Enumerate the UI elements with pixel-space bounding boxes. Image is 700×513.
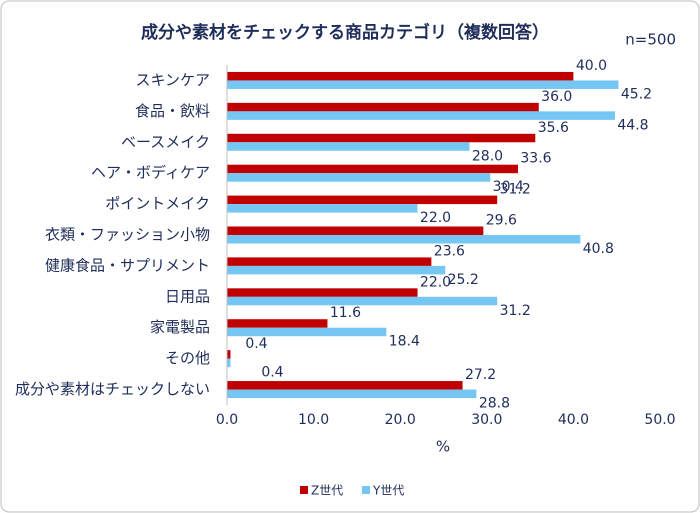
data-label: 31.2 (500, 303, 531, 319)
data-label: 44.8 (617, 117, 648, 133)
x-tick-label: 0.0 (216, 412, 238, 428)
bar (227, 111, 615, 120)
bar (227, 133, 536, 143)
x-tick-label: 30.0 (471, 412, 502, 428)
legend-swatch (300, 486, 308, 494)
category-label: その他 (165, 349, 210, 367)
bar (227, 164, 518, 174)
data-label: 35.6 (538, 120, 569, 136)
data-label: 28.0 (472, 148, 503, 164)
sample-size: n=500 (625, 31, 676, 49)
data-label: 27.2 (465, 367, 496, 383)
category-label: ヘア・ボディケア (91, 164, 210, 182)
bar (227, 195, 498, 205)
category-label: 日用品 (165, 287, 210, 305)
data-label: 23.6 (434, 243, 465, 259)
bar (227, 288, 418, 297)
legend-label: Z世代 (311, 484, 343, 498)
bar (227, 71, 574, 81)
bar (227, 142, 470, 151)
category-label: ベースメイク (121, 133, 210, 151)
category-label: 成分や素材はチェックしない (15, 380, 210, 398)
data-label: 33.6 (520, 151, 551, 167)
category-label: スキンケア (135, 71, 210, 89)
bar (227, 350, 231, 359)
x-axis-label: % (436, 438, 450, 456)
bar (227, 80, 619, 89)
category-label: 家電製品 (150, 318, 210, 336)
bar (227, 204, 418, 213)
category-label: ポイントメイク (105, 195, 210, 213)
chart-title: 成分や素材をチェックする商品カテゴリ（複数回答） (141, 22, 549, 43)
data-label: 31.2 (500, 182, 531, 198)
legend-swatch (362, 486, 370, 494)
data-label: 22.0 (420, 274, 451, 290)
legend-label: Y世代 (372, 484, 404, 498)
data-label: 11.6 (330, 305, 361, 321)
bar (227, 265, 446, 275)
x-tick-label: 50.0 (644, 412, 675, 428)
x-tick-label: 10.0 (298, 412, 329, 428)
category-label: 健康食品・サプリメント (45, 256, 210, 274)
data-label: 30.4 (493, 179, 524, 195)
category-label: 食品・飲料 (135, 102, 210, 120)
bar (227, 389, 477, 399)
data-label: 40.8 (583, 241, 614, 257)
bar (227, 381, 463, 390)
data-label: 18.4 (389, 334, 420, 350)
x-tick-label: 20.0 (385, 412, 416, 428)
data-label: 22.0 (420, 210, 451, 226)
bar (227, 173, 491, 182)
data-label: 0.4 (245, 336, 267, 352)
data-label: 28.8 (479, 396, 510, 412)
data-label: 45.2 (621, 86, 652, 102)
data-label: 29.6 (486, 213, 517, 229)
data-label: 25.2 (448, 272, 479, 288)
bar (227, 358, 231, 368)
data-label: 0.4 (261, 365, 283, 381)
bar (227, 296, 498, 306)
bar (227, 327, 387, 337)
bar (227, 257, 432, 266)
bar (227, 235, 581, 244)
bar (227, 226, 484, 235)
category-label: 衣類・ファッション小物 (45, 226, 210, 244)
data-label: 40.0 (576, 58, 607, 74)
bar (227, 102, 539, 112)
data-label: 36.0 (541, 89, 572, 105)
x-tick-label: 40.0 (558, 412, 589, 428)
bar (227, 319, 328, 328)
